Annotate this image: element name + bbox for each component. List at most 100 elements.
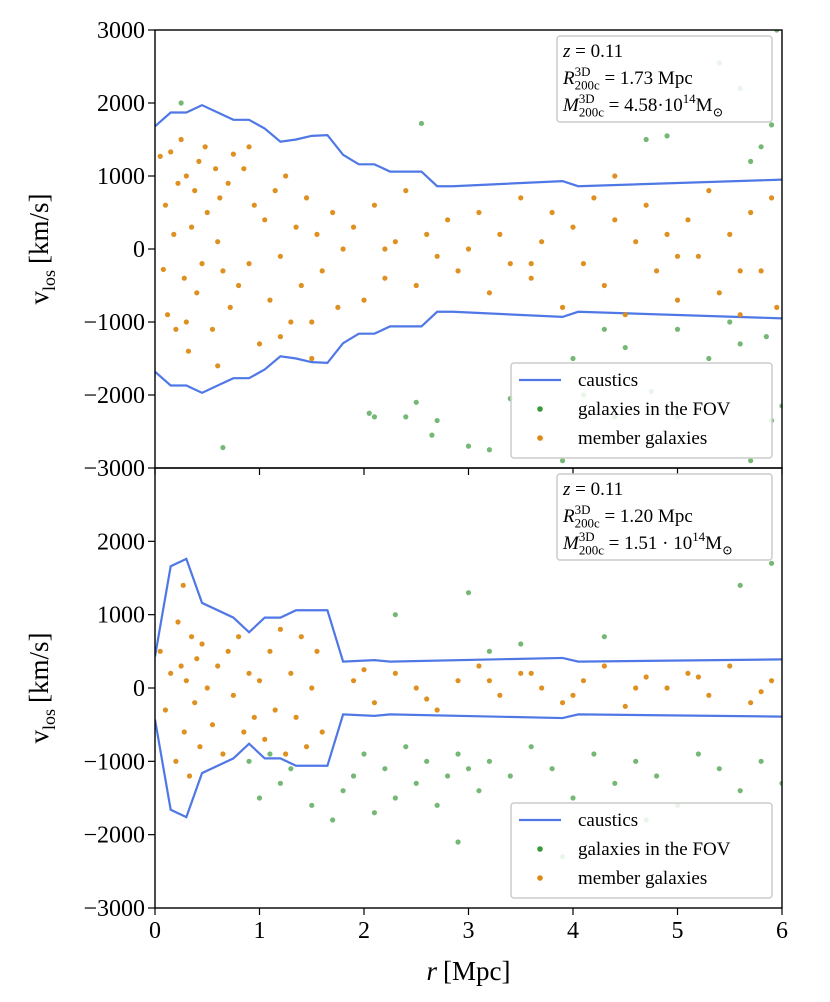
galaxy-point [194, 656, 200, 662]
galaxy-point [497, 231, 503, 237]
text-part: M [562, 533, 580, 554]
text-part: 3D [579, 529, 595, 544]
galaxy-point [570, 795, 576, 801]
galaxy-point [288, 319, 294, 325]
galaxy-point [622, 344, 628, 351]
galaxy-point [350, 773, 357, 779]
galaxy-point [188, 224, 195, 230]
galaxy-point [445, 217, 451, 223]
text-part: = 0.11 [570, 479, 623, 500]
galaxy-point [622, 312, 628, 318]
galaxy-point [403, 744, 409, 750]
y-tick-label: 3000 [97, 18, 145, 44]
y-tick-label: −1000 [83, 310, 145, 336]
x-tick-label: 4 [567, 918, 579, 944]
galaxy-point [272, 707, 278, 713]
galaxy-point [591, 751, 597, 757]
galaxy-point [262, 736, 268, 742]
galaxy-point [424, 696, 430, 702]
galaxy-point [706, 692, 712, 698]
galaxy-point [350, 224, 357, 230]
legend-label: member galaxies [578, 868, 707, 889]
galaxy-point [486, 447, 492, 453]
galaxy-point [643, 202, 649, 208]
galaxy-point [476, 788, 482, 794]
caustic-line [155, 310, 782, 395]
legend-box [510, 802, 773, 899]
galaxy-point [194, 290, 200, 296]
galaxy-point [371, 414, 378, 420]
galaxy-point [549, 209, 555, 216]
legend-marker [537, 435, 543, 441]
galaxy-point [335, 304, 341, 310]
galaxy-point [685, 217, 691, 223]
text-part: ⊙ [722, 543, 733, 558]
galaxy-point [445, 773, 451, 779]
galaxy-point [486, 678, 492, 684]
galaxy-point [162, 707, 169, 713]
panel: −3000 −2000 −1000 0 1000 2000 3000 vlos [km/s] z … [24, 18, 783, 482]
galaxy-point [350, 678, 357, 684]
annotation-line: R3D 200c = 1.73 Mpc [562, 64, 693, 93]
galaxy-point [486, 290, 492, 296]
galaxy-point [716, 290, 722, 296]
galaxy-point [392, 670, 398, 676]
galaxy-point [220, 751, 226, 757]
galaxy-point [199, 261, 205, 267]
galaxy-point [246, 144, 252, 150]
y-axis-label: vlos [km/s] [24, 193, 59, 304]
galaxy-point [340, 788, 346, 794]
galaxy-point [178, 663, 184, 669]
galaxy-point [476, 663, 482, 669]
galaxy-point [580, 678, 587, 684]
galaxy-point [455, 268, 461, 274]
galaxy-point [227, 304, 233, 310]
x-label-var: r [427, 956, 438, 986]
x-tick-label: 1 [254, 918, 266, 944]
galaxy-point [217, 195, 223, 201]
galaxy-point [186, 773, 193, 779]
galaxy-point [283, 751, 289, 757]
galaxy-point [164, 312, 171, 318]
text-part: 14 [683, 91, 696, 106]
galaxy-point [774, 304, 780, 310]
galaxy-point [737, 312, 743, 318]
galaxy-point [539, 685, 545, 691]
galaxy-point [643, 136, 649, 143]
galaxy-point [256, 678, 263, 684]
galaxy-point [518, 195, 524, 201]
galaxy-point [181, 729, 187, 735]
caustic-line [155, 713, 782, 819]
galaxy-point [539, 239, 545, 245]
y-tick-label: 2000 [97, 91, 145, 117]
galaxy-point [664, 231, 670, 237]
galaxy-point [528, 275, 534, 281]
galaxy-point [601, 326, 607, 332]
y-tick-label: 0 [133, 237, 145, 263]
galaxy-point [288, 766, 294, 772]
galaxy-point [559, 700, 566, 706]
galaxy-point [277, 780, 283, 786]
galaxy-point [192, 700, 198, 706]
y-label-unit: [km/s] [24, 193, 54, 264]
galaxy-point [382, 275, 388, 281]
galaxy-point [361, 751, 367, 757]
annotation-box [556, 35, 773, 123]
galaxy-point [178, 100, 184, 106]
galaxy-point [361, 297, 367, 303]
galaxy-point [262, 217, 268, 223]
galaxy-point [507, 773, 513, 779]
galaxy-point [392, 239, 398, 245]
galaxy-point [340, 246, 346, 252]
galaxy-point [528, 744, 534, 750]
galaxy-point [737, 582, 743, 588]
galaxy-point [654, 268, 660, 274]
galaxy-point [202, 144, 208, 150]
galaxy-point [256, 795, 263, 801]
text-part: z [562, 41, 571, 62]
text-part: R [562, 506, 575, 527]
galaxy-point [382, 766, 388, 772]
caustic-line [155, 557, 782, 663]
galaxy-point [612, 173, 618, 179]
